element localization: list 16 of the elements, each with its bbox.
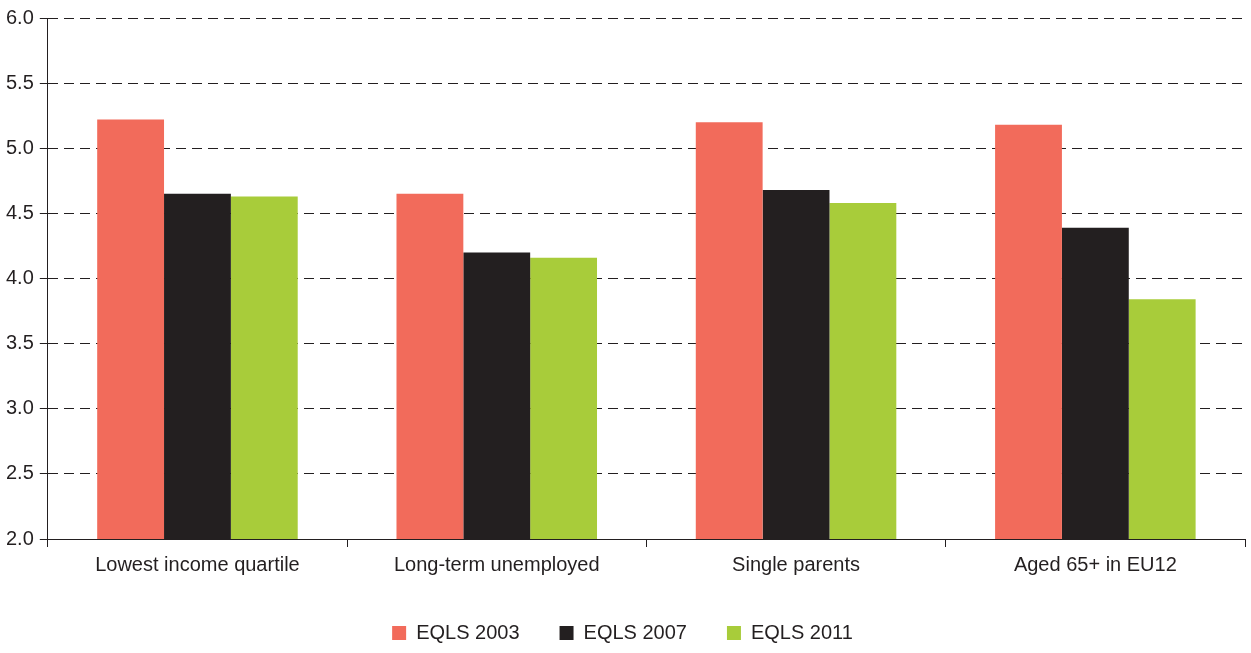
x-tick-label: Lowest income quartile [95,552,300,575]
x-tick-label: Aged 65+ in EU12 [1013,552,1177,575]
y-tick-label: 5.0 [5,135,34,158]
legend-label: EQLS 2007 [583,620,687,643]
y-tick-label: 3.5 [5,331,34,354]
y-tick-label: 5.5 [5,70,34,93]
y-tick-label: 6.0 [5,5,34,28]
y-tick-label: 4.0 [5,266,34,289]
y-tick-label: 3.0 [5,396,34,419]
y-tick-label: 2.5 [5,461,34,484]
legend-label: EQLS 2011 [750,620,853,643]
y-tick-label: 2.0 [5,526,34,549]
legend-label: EQLS 2003 [416,620,520,643]
y-tick-label: 4.5 [5,200,34,223]
x-tick-label: Long-term unemployed [393,552,600,575]
x-tick-label: Single parents [732,552,860,575]
